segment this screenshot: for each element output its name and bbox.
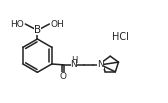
Text: N: N (71, 60, 77, 69)
Text: N: N (97, 60, 104, 69)
Text: O: O (60, 72, 67, 81)
Text: B: B (34, 25, 41, 35)
Text: HCl: HCl (112, 32, 129, 42)
Text: OH: OH (50, 19, 64, 29)
Text: H: H (71, 56, 77, 65)
Text: HO: HO (11, 19, 24, 29)
